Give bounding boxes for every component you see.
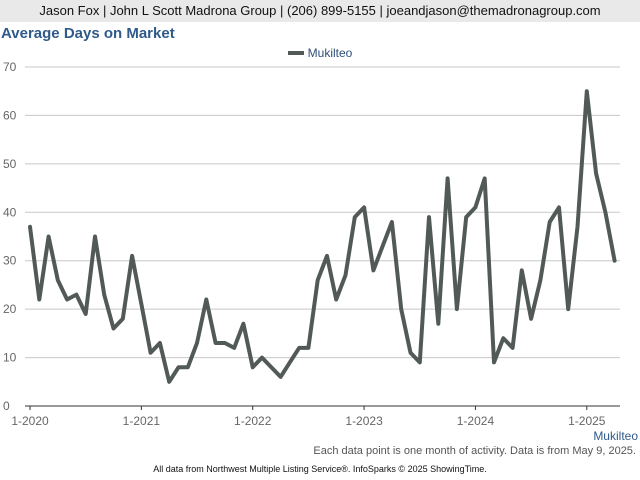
activity-note: Each data point is one month of activity… [313,445,636,457]
x-tick-label: 1-2020 [11,414,49,428]
y-tick-label: 70 [3,60,17,74]
x-tick-label: 1-2021 [123,414,161,428]
x-axis-label: Mukilteo [593,429,638,443]
y-tick-label: 60 [3,108,17,122]
legend: Mukilteo [0,46,640,60]
y-tick-label: 30 [3,254,17,268]
y-tick-label: 50 [3,157,17,171]
x-axis: 1-2020 1-2021 1-2022 1-2023 1-2024 1-2025 [11,405,620,428]
y-tick-label: 0 [3,399,10,413]
source-footer: All data from Northwest Multiple Listing… [153,464,487,474]
grid-lines [25,66,620,359]
series-layer [28,89,617,384]
legend-swatch [287,50,304,55]
x-tick-label: 1-2024 [457,414,495,428]
x-tick-label: 1-2025 [568,414,606,428]
legend-label: Mukilteo [307,46,353,60]
series-line-mukilteo [28,89,617,384]
contact-header: Jason Fox | John L Scott Madrona Group |… [0,0,640,22]
x-tick-label: 1-2022 [234,414,272,428]
y-tick-label: 20 [3,302,17,316]
chart-title: Average Days on Market [1,25,175,42]
y-tick-label: 40 [3,205,17,219]
y-axis-ticks: 0 10 20 30 40 50 60 70 [3,60,17,413]
x-tick-label: 1-2023 [345,414,383,428]
y-tick-label: 10 [3,351,17,365]
